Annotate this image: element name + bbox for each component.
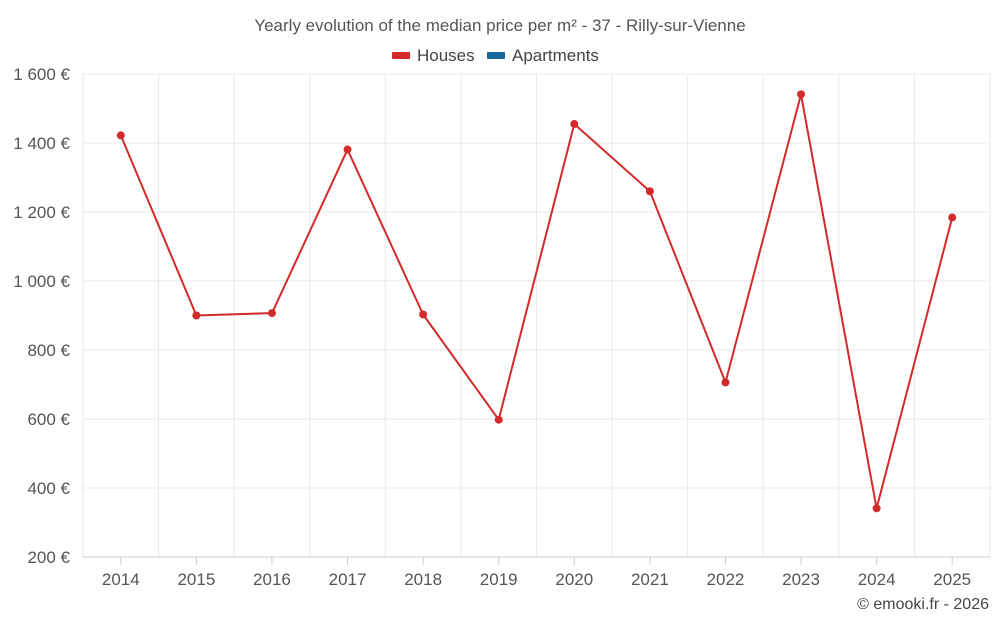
x-tick-label: 2021 <box>631 570 669 589</box>
y-tick-label: 1 200 € <box>13 203 70 222</box>
data-point-houses-2021[interactable] <box>645 187 654 196</box>
y-tick-label: 400 € <box>27 479 70 498</box>
gridlines <box>82 73 991 557</box>
credit-text: © emooki.fr - 2026 <box>857 596 989 613</box>
legend-swatch-apartments <box>487 52 505 59</box>
y-tick-label: 200 € <box>27 548 70 567</box>
series-line-houses <box>119 93 954 510</box>
y-axis: 200 € 400 € 600 € 800 € 1 000 € 1 200 € 1 400 … <box>13 65 70 567</box>
legend: Houses Apartments <box>392 46 599 65</box>
legend-label-houses: Houses <box>417 46 475 65</box>
chart-title: Yearly evolution of the median price per… <box>254 16 745 35</box>
data-point-houses-2014[interactable] <box>116 131 125 140</box>
legend-item-houses[interactable]: Houses <box>392 46 475 65</box>
y-tick-label: 1 000 € <box>13 272 70 291</box>
x-tick-label: 2023 <box>782 570 820 589</box>
y-tick-label: 1 400 € <box>13 134 70 153</box>
data-point-houses-2023[interactable] <box>797 90 806 99</box>
data-point-houses-2019[interactable] <box>494 415 503 424</box>
data-point-houses-2018[interactable] <box>419 310 428 319</box>
data-point-houses-2017[interactable] <box>343 145 352 154</box>
y-tick-label: 800 € <box>27 341 70 360</box>
y-tick-label: 1 600 € <box>13 65 70 84</box>
data-point-houses-2016[interactable] <box>267 309 276 318</box>
x-tick-label: 2017 <box>329 570 367 589</box>
data-point-houses-2024[interactable] <box>872 504 881 513</box>
data-point-houses-2020[interactable] <box>570 120 579 129</box>
x-axis: 2014 2015 2016 2017 2018 2019 2020 2021 2022 2023… <box>83 556 990 589</box>
data-point-houses-2022[interactable] <box>721 378 730 387</box>
x-tick-label: 2019 <box>480 570 518 589</box>
x-tick-label: 2016 <box>253 570 291 589</box>
x-tick-label: 2020 <box>555 570 593 589</box>
legend-label-apartments: Apartments <box>512 46 599 65</box>
x-tick-label: 2022 <box>707 570 745 589</box>
legend-item-apartments[interactable]: Apartments <box>487 46 599 65</box>
x-tick-label: 2025 <box>933 570 971 589</box>
x-tick-label: 2018 <box>404 570 442 589</box>
legend-swatch-houses <box>392 52 410 59</box>
x-tick-label: 2014 <box>102 570 140 589</box>
x-tick-label: 2015 <box>177 570 215 589</box>
x-tick-label: 2024 <box>858 570 896 589</box>
y-tick-label: 600 € <box>27 410 70 429</box>
data-point-houses-2025[interactable] <box>948 213 957 222</box>
data-point-houses-2015[interactable] <box>192 311 201 320</box>
series-layer <box>116 90 957 513</box>
